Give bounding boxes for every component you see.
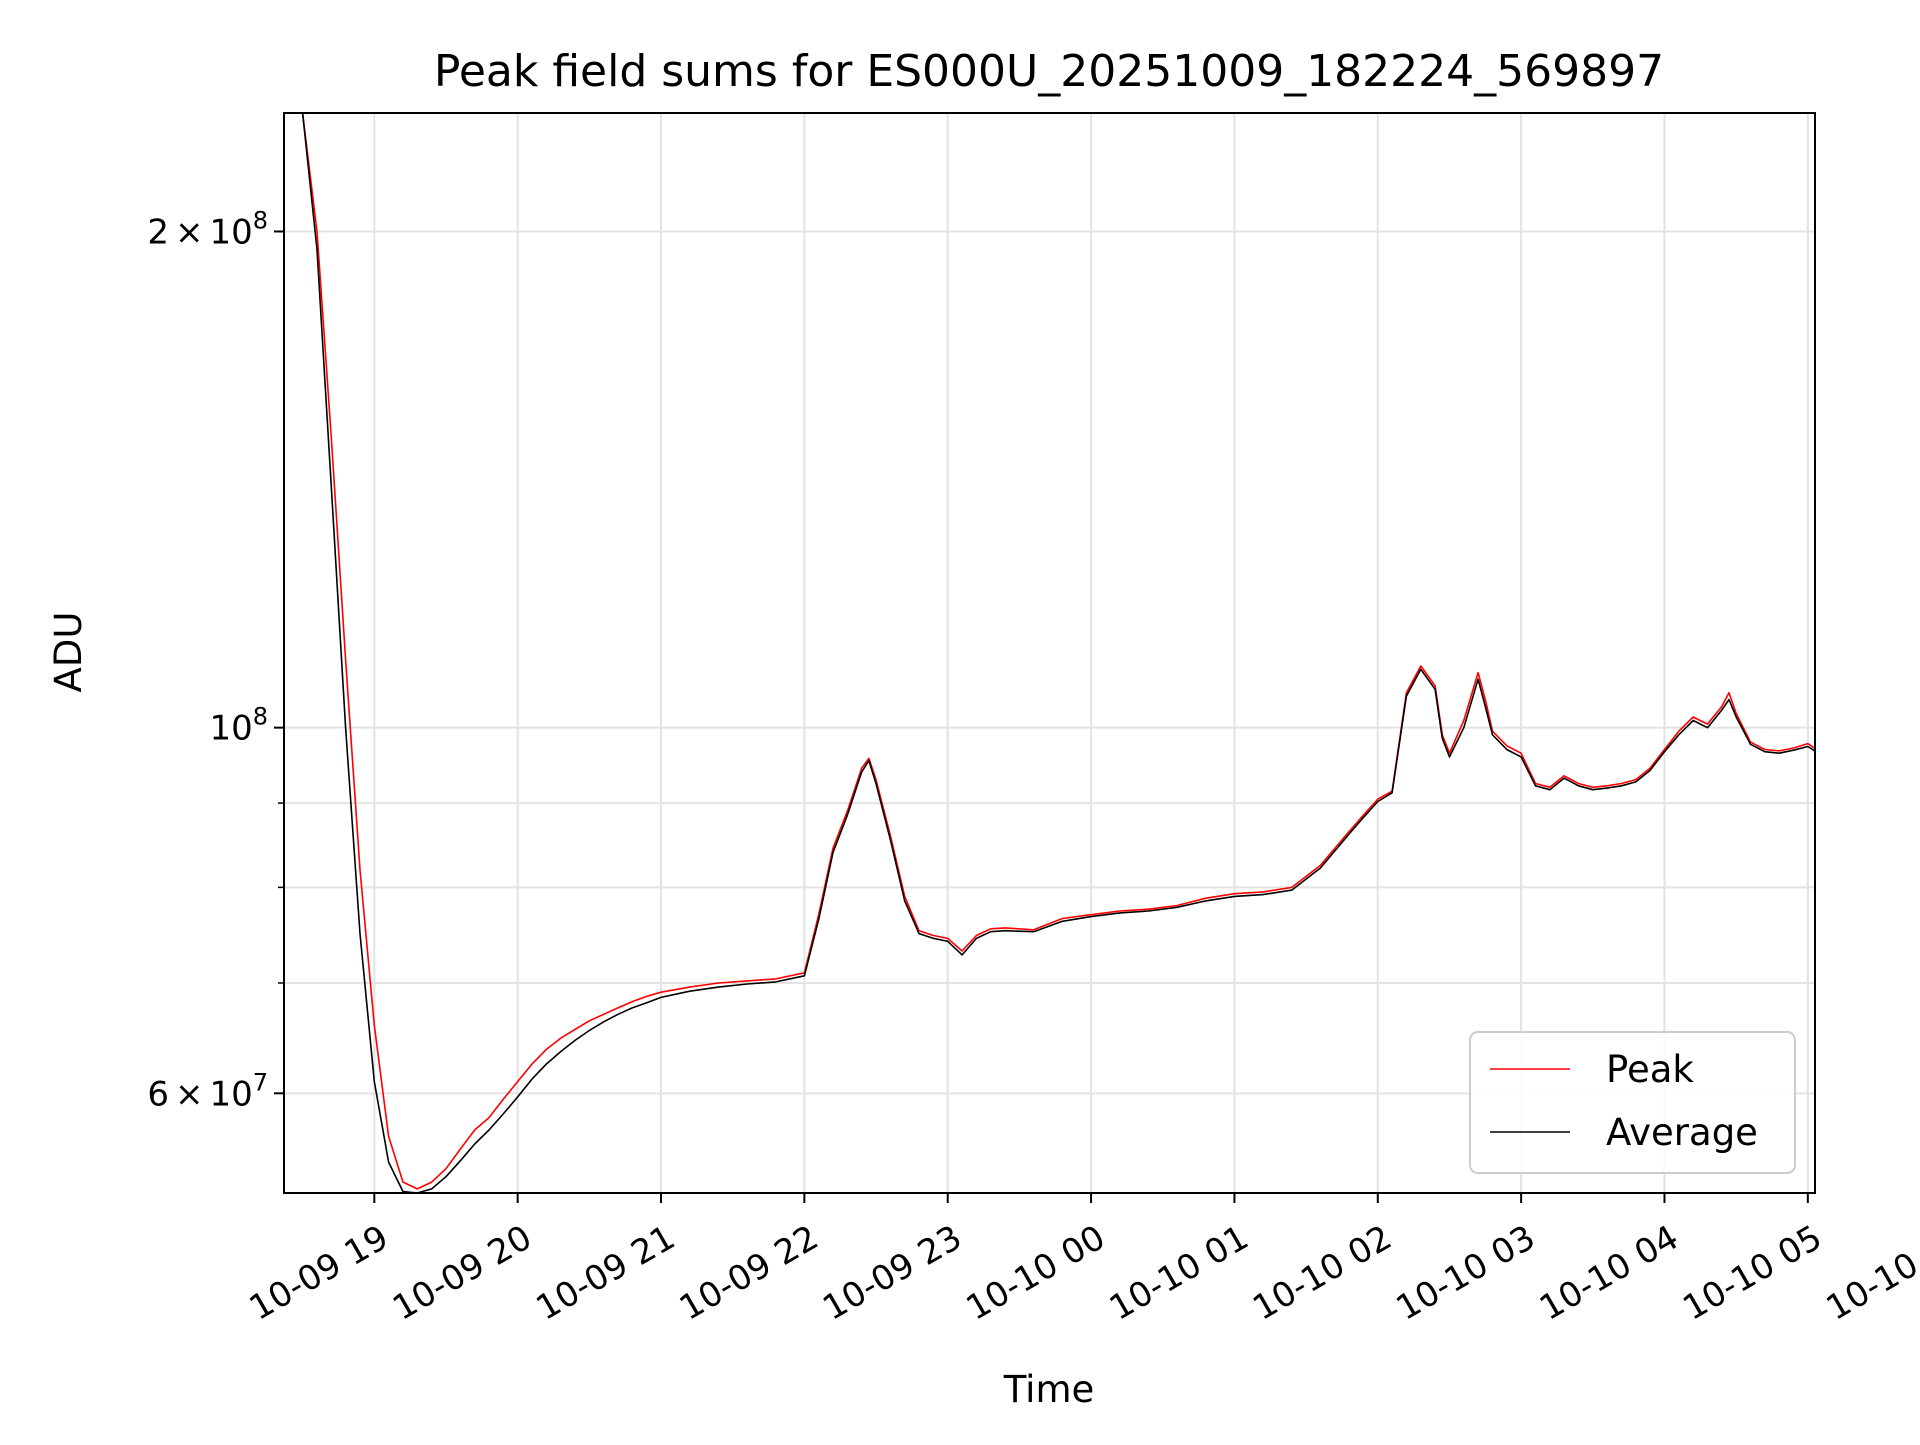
- legend-box: [1469, 1031, 1796, 1174]
- legend: Peak Average: [1469, 1031, 1796, 1174]
- series-line-peak: [284, 113, 1815, 1190]
- y-axis-ticks: 6 × 107 108 2 × 108: [147, 206, 284, 1114]
- y-axis-label: ADU: [47, 612, 90, 693]
- plot-frame: [283, 112, 1816, 1194]
- legend-label-average: Average: [1606, 1111, 1758, 1154]
- x-axis-label: Time: [1003, 1368, 1095, 1411]
- chart-title: Peak field sums for ES000U_20251009_1822…: [434, 46, 1664, 97]
- y-tick-label: 108: [209, 703, 268, 749]
- y-tick-label: 6 × 107: [147, 1068, 268, 1114]
- legend-label-peak: Peak: [1606, 1048, 1694, 1091]
- y-tick-label: 2 × 108: [147, 206, 268, 252]
- series-layer: [284, 113, 1815, 1193]
- series-line-average: [284, 113, 1815, 1193]
- grid-lines: [284, 113, 1815, 1193]
